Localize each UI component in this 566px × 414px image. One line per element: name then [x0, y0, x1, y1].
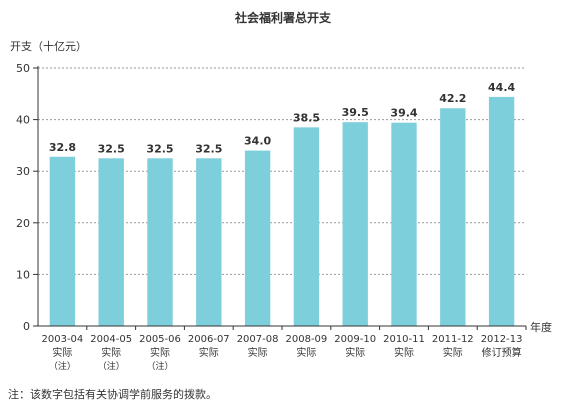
x-tick-label-2009-10: 2009-10	[334, 334, 376, 345]
x-axis-label: 年度	[530, 320, 552, 334]
bar-2006-07	[196, 158, 222, 326]
y-axis-label: 开支（十亿元）	[10, 39, 87, 53]
x-note-2004-05: （注）	[98, 360, 125, 372]
bar-2003-04	[49, 156, 76, 326]
bar-2007-08	[244, 150, 271, 326]
data-label-2006-07: 32.5	[195, 142, 222, 155]
data-label-2011-12: 42.2	[439, 92, 466, 105]
x-tick-label-2006-07: 2006-07	[188, 334, 230, 345]
x-sublabel-2008-09: 实际	[296, 346, 316, 359]
x-tick-label-2012-13: 2012-13	[481, 334, 523, 345]
x-sublabel-2006-07: 实际	[199, 346, 219, 359]
data-label-2005-06: 32.5	[146, 142, 173, 155]
data-label-2003-04: 32.8	[49, 141, 76, 154]
bars	[49, 96, 515, 327]
bar-2011-12	[440, 108, 466, 326]
footnote: 注：该数字包括有关协调学前服务的拨款。	[8, 388, 217, 401]
bar-2005-06	[147, 158, 173, 326]
y-tick-label-1: 10	[16, 268, 30, 281]
bar-2004-05	[98, 158, 124, 326]
labels: 0102030405032.82003-04实际（注）32.52004-05实际…	[16, 62, 522, 372]
x-tick-label-2004-05: 2004-05	[90, 334, 132, 345]
x-tick-label-2007-08: 2007-08	[237, 334, 279, 345]
x-sublabel-2005-06: 实际	[150, 346, 170, 359]
y-tick-label-2: 20	[16, 217, 30, 230]
bar-chart: 社会福利署总开支 开支（十亿元） 年度 0 10 20 30 40 50 32.8 2003-…	[10, 10, 552, 372]
x-note-2003-04: （注）	[49, 360, 76, 372]
x-tick-label-2003-04: 2003-04	[42, 334, 84, 345]
bar-2010-11	[391, 122, 417, 326]
y-tick-label-4: 40	[16, 114, 30, 127]
x-sublabel-2003-04: 实际	[52, 346, 72, 359]
data-label-2012-13: 44.4	[488, 81, 515, 94]
x-tick-label-2005-06: 2005-06	[139, 334, 181, 345]
data-label-2009-10: 39.5	[342, 106, 369, 119]
data-label-2008-09: 38.5	[293, 111, 320, 124]
axes	[33, 66, 527, 330]
x-sublabel-2007-08: 实际	[248, 346, 268, 359]
y-tick-label-0: 0	[23, 320, 30, 333]
chart-title: 社会福利署总开支	[234, 10, 332, 25]
x-sublabel-2011-12: 实际	[443, 346, 463, 359]
bar-2009-10	[342, 122, 368, 327]
data-label-2007-08: 34.0	[244, 135, 271, 148]
y-tick-label-5: 50	[16, 62, 30, 75]
x-sublabel-2010-11: 实际	[394, 346, 414, 359]
x-tick-label-2010-11: 2010-11	[383, 334, 425, 345]
x-sublabel-2012-13: 修订预算	[482, 346, 522, 359]
bar-2012-13	[488, 96, 515, 326]
x-tick-label-2011-12: 2011-12	[432, 334, 474, 345]
x-tick-label-2008-09: 2008-09	[286, 334, 328, 345]
data-label-2010-11: 39.4	[390, 107, 417, 120]
data-label-2004-05: 32.5	[98, 142, 125, 155]
bar-2008-09	[293, 127, 320, 326]
x-sublabel-2009-10: 实际	[345, 346, 365, 359]
y-tick-label-3: 30	[16, 165, 30, 178]
x-sublabel-2004-05: 实际	[101, 346, 121, 359]
x-note-2005-06: （注）	[146, 360, 173, 372]
